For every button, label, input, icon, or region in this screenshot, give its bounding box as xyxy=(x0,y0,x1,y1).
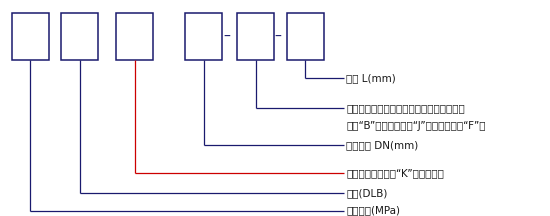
Bar xyxy=(185,13,222,60)
Text: 型号(DLB): 型号(DLB) xyxy=(346,188,388,198)
Text: –: – xyxy=(223,30,230,44)
Text: 总长 L(mm): 总长 L(mm) xyxy=(346,73,396,83)
Bar xyxy=(287,13,324,60)
Bar xyxy=(237,13,274,60)
Bar xyxy=(61,13,98,60)
Text: 工作压力(MPa): 工作压力(MPa) xyxy=(346,206,400,216)
Bar xyxy=(12,13,49,60)
Text: 接管、法兰材料代号：低碳钉不注；不锈钉: 接管、法兰材料代号：低碳钉不注；不锈钉 xyxy=(346,103,465,113)
Text: 公称通径 DN(mm): 公称通径 DN(mm) xyxy=(346,140,419,150)
Bar xyxy=(116,13,153,60)
Text: 则注“B”；接管连接注“J”；法兰连接注“F”。: 则注“B”；接管连接注“J”；法兰连接注“F”。 xyxy=(346,121,486,131)
Text: 波纹管带锁装环注“K”不带则不注: 波纹管带锁装环注“K”不带则不注 xyxy=(346,168,444,178)
Text: –: – xyxy=(275,30,282,44)
